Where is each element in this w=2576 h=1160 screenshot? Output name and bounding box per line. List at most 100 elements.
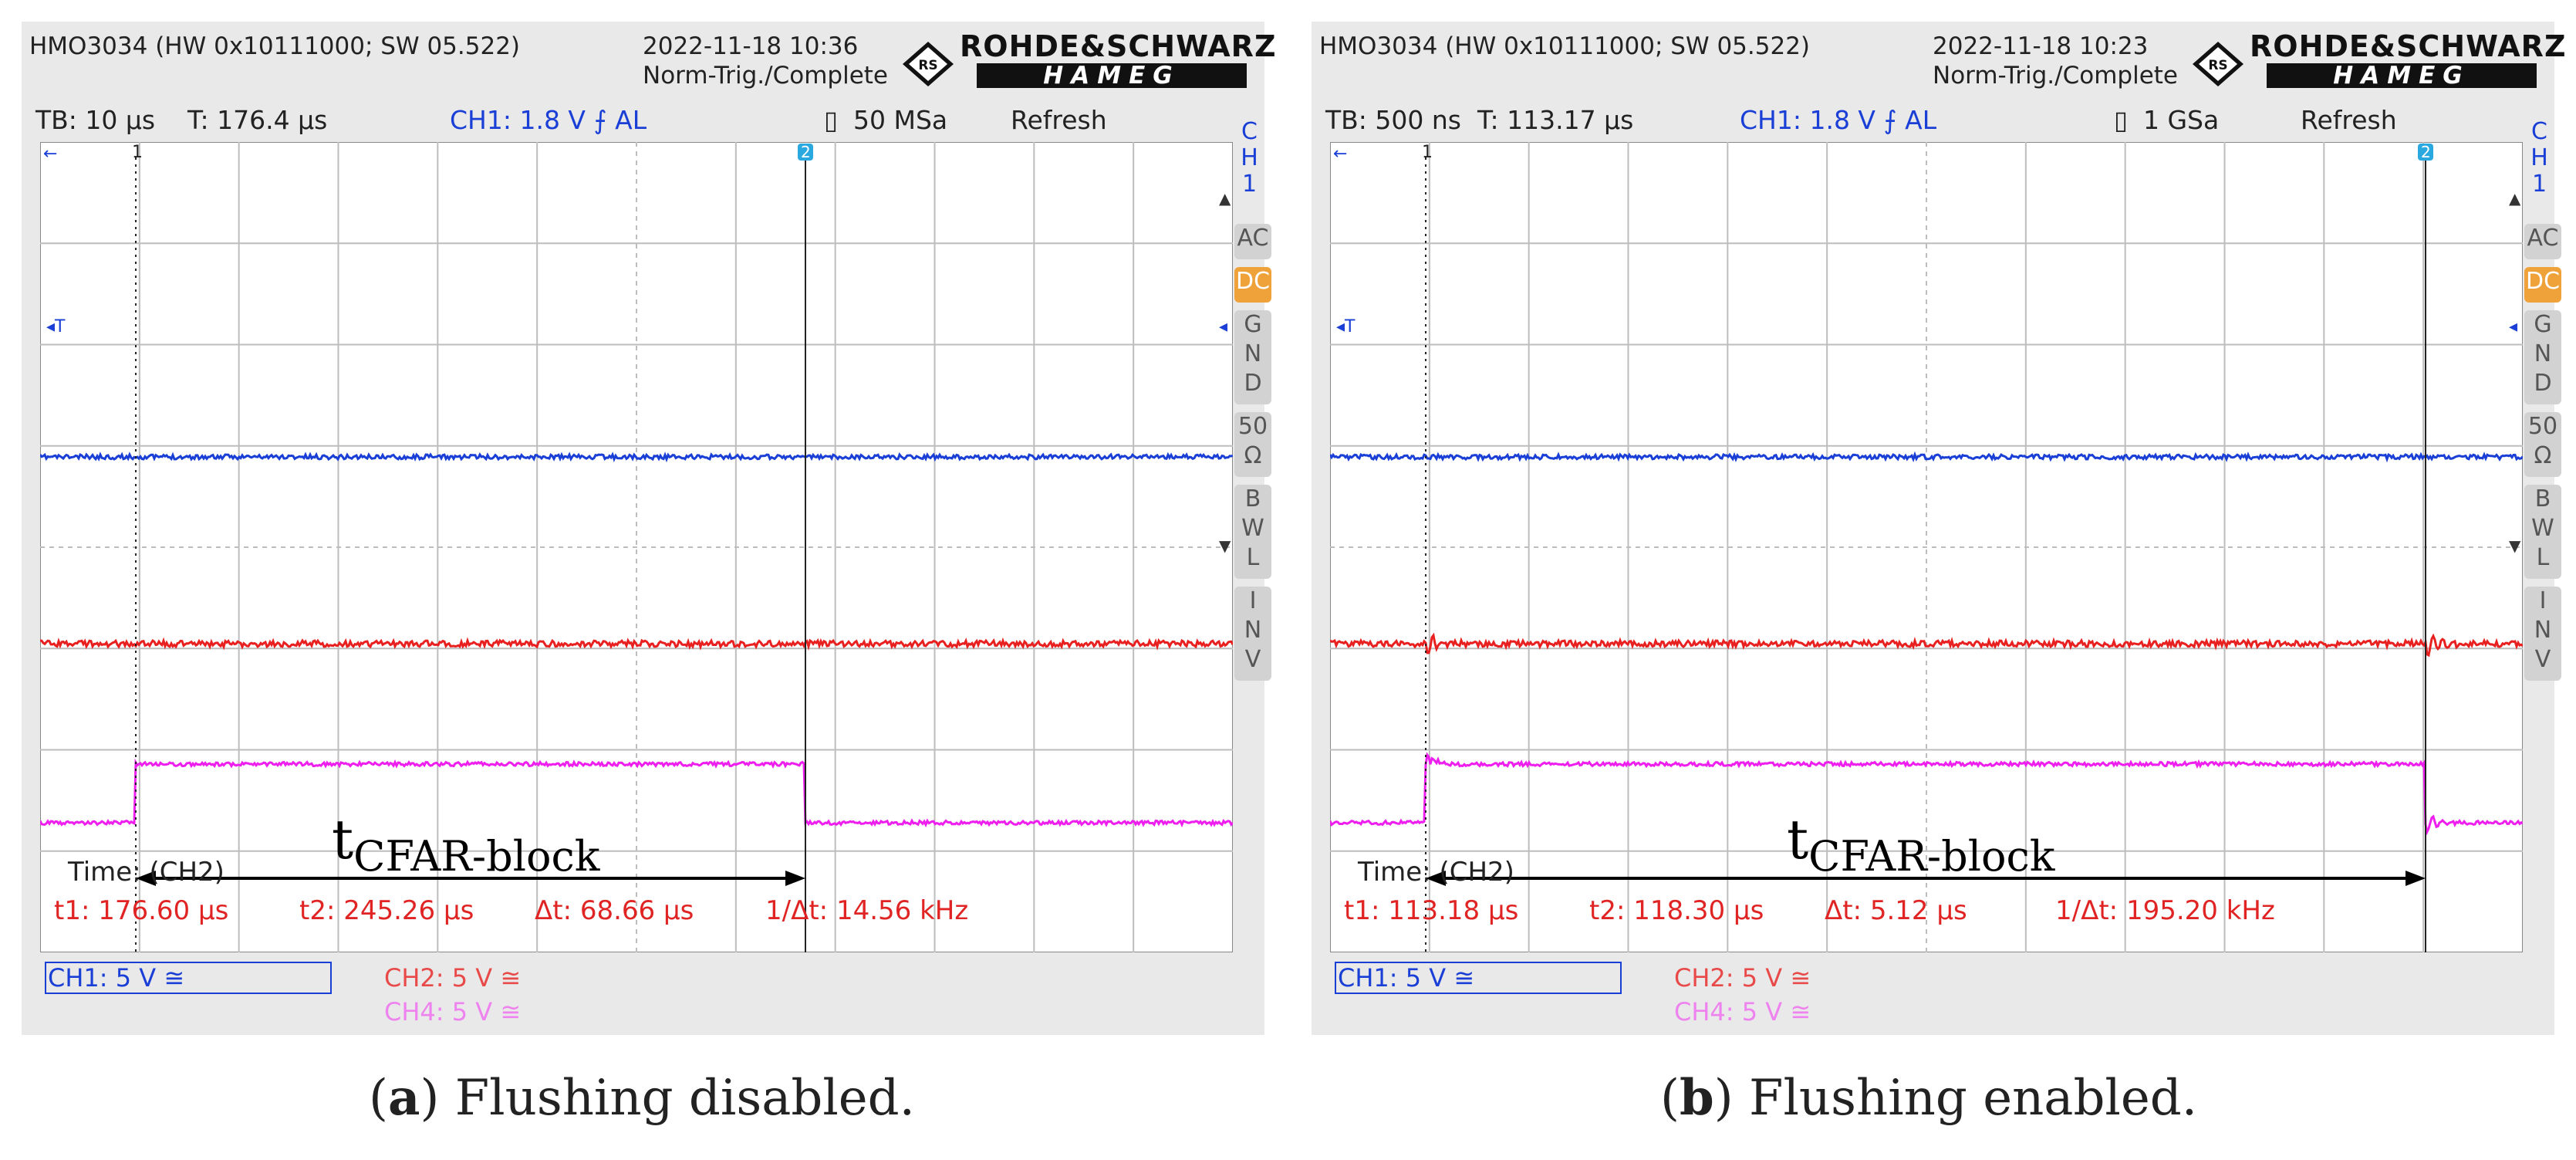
waveform-display[interactable]: ←◂T◂▲▼12412tCFAR-block [40, 142, 1233, 952]
trigger-time[interactable]: T: 113.17 µs [1477, 105, 1634, 135]
brand-name: ROHDE&SCHWARZ [960, 29, 1277, 63]
offscreen-up-icon: ▲ [2509, 189, 2521, 208]
brand-sub: HAMEG [977, 63, 1247, 88]
offscreen-up-icon: ▲ [1219, 189, 1231, 208]
ch4-scale[interactable]: CH4: 5 V ≅ [384, 997, 522, 1026]
caption-text: Flushing disabled. [439, 1070, 915, 1127]
ch1-trigger-setting[interactable]: CH1: 1.8 V ⨍ AL [1740, 105, 1937, 135]
trigger-level-marker: ◂T [1336, 317, 1356, 337]
trigger-time[interactable]: T: 176.4 µs [187, 105, 328, 135]
caption-text: Flushing enabled. [1733, 1070, 2198, 1127]
status-row: TB: 10 µs T: 176.4 µs CH1: 1.8 V ⨍ AL ▯ … [22, 105, 1210, 137]
channel-status-bar: CH1: 5 V ≅ CH2: 5 V ≅ CH4: 5 V ≅ [22, 957, 1264, 1035]
cursor-2-label: 2 [2421, 143, 2431, 161]
ch4-waveform [1330, 752, 2523, 836]
cursor-t2: t2: 118.30 µs [1589, 895, 1764, 926]
acquire-icon: ▯ [2114, 105, 2129, 135]
cursor-delta-t: Δt: 5.12 µs [1825, 895, 1967, 926]
rs-diamond-icon: RS [2193, 42, 2243, 86]
caption-letter: b [1679, 1069, 1714, 1127]
svg-text:RS: RS [2208, 58, 2227, 73]
side-menu-button[interactable]: 50 Ω [1234, 412, 1271, 477]
trigger-status: Norm-Trig./Complete [643, 62, 889, 90]
ch1-waveform [40, 451, 1233, 463]
ch2-scale[interactable]: CH2: 5 V ≅ [384, 963, 522, 993]
ch2-waveform [40, 637, 1233, 651]
arrow-head-right-icon [2406, 871, 2426, 886]
side-menu-button[interactable]: AC [1234, 224, 1271, 259]
cursor-inverse-delta-t: 1/Δt: 195.20 kHz [2055, 895, 2275, 926]
caption-a: (a) Flushing disabled. [369, 1069, 915, 1127]
side-menu-button[interactable]: AC [2524, 224, 2561, 259]
cursor-t1: t1: 176.60 µs [54, 895, 229, 926]
offscreen-down-icon: ▼ [1219, 536, 1231, 555]
trigger-right-marker: ◂ [2509, 317, 2517, 337]
cursor-t1: t1: 113.18 µs [1344, 895, 1519, 926]
cursor-1-label: 1 [1422, 143, 1433, 162]
duration-annotation: tCFAR-block [1787, 808, 2056, 881]
status-row: TB: 500 ns T: 113.17 µs CH1: 1.8 V ⨍ AL … [1312, 105, 2500, 137]
brand-logo: RS ROHDE&SCHWARZ HAMEG [2191, 29, 2566, 91]
measure-time-label: Time: (CH2) [68, 857, 225, 888]
trigger-status: Norm-Trig./Complete [1933, 62, 2179, 90]
refresh-mode[interactable]: Refresh [2301, 105, 2397, 135]
cursor-2-tag [798, 144, 813, 161]
side-menu-button[interactable]: DC [1234, 267, 1271, 303]
refresh-mode[interactable]: Refresh [1011, 105, 1107, 135]
arrow-head-right-icon [785, 871, 805, 886]
ch1-trigger-setting[interactable]: CH1: 1.8 V ⨍ AL [450, 105, 647, 135]
oscilloscope-screen: HMO3034 (HW 0x10111000; SW 05.522) 2022-… [22, 22, 1276, 1035]
cursor-t2: t2: 245.26 µs [299, 895, 474, 926]
timebase[interactable]: TB: 500 ns [1325, 105, 1461, 135]
cursor-2-tag [2418, 144, 2433, 161]
measure-time-label: Time: (CH2) [1358, 857, 1514, 888]
timebase[interactable]: TB: 10 µs [35, 105, 156, 135]
ch4-waveform [40, 758, 1233, 828]
caption-b: (b) Flushing enabled. [1660, 1069, 2198, 1127]
ch1-waveform [1330, 451, 2523, 463]
side-menu-button[interactable]: 50 Ω [2524, 412, 2561, 477]
ch2-scale[interactable]: CH2: 5 V ≅ [1674, 963, 1811, 993]
brand-name: ROHDE&SCHWARZ [2250, 29, 2567, 63]
cursor-inverse-delta-t: 1/Δt: 14.56 kHz [765, 895, 969, 926]
offscreen-down-icon: ▼ [2509, 536, 2521, 555]
waveform-display[interactable]: ←◂T◂▲▼12412tCFAR-block [1330, 142, 2523, 952]
caption-letter: a [387, 1069, 420, 1127]
duration-annotation: tCFAR-block [332, 808, 601, 881]
side-menu-button[interactable]: DC [2524, 267, 2561, 303]
cursor-delta-t: Δt: 68.66 µs [535, 895, 694, 926]
capture-datetime: 2022-11-18 10:36 [643, 32, 859, 60]
device-model: HMO3034 (HW 0x10111000; SW 05.522) [1319, 32, 1811, 60]
device-model: HMO3034 (HW 0x10111000; SW 05.522) [29, 32, 521, 60]
sample-rate: 1 GSa [2143, 105, 2220, 135]
trigger-level-marker: ◂T [46, 317, 66, 337]
sample-rate: 50 MSa [853, 105, 948, 135]
ch2-waveform [1330, 632, 2523, 658]
ch1-scale[interactable]: CH1: 5 V ≅ [45, 962, 332, 994]
scope-panel-a: HMO3034 (HW 0x10111000; SW 05.522) 2022-… [22, 22, 1276, 1035]
cursor-1-label: 1 [132, 143, 143, 162]
arrow-head-left-icon [136, 871, 156, 886]
rs-diamond-icon: RS [903, 42, 954, 86]
ch1-scale[interactable]: CH1: 5 V ≅ [1335, 962, 1622, 994]
scroll-left-icon: ← [1333, 144, 1347, 164]
scope-panel-b: HMO3034 (HW 0x10111000; SW 05.522) 2022-… [1312, 22, 2566, 1035]
svg-text:RS: RS [918, 58, 937, 73]
channel-status-bar: CH1: 5 V ≅ CH2: 5 V ≅ CH4: 5 V ≅ [1312, 957, 2554, 1035]
trigger-right-marker: ◂ [1219, 317, 1227, 337]
oscilloscope-screen: HMO3034 (HW 0x10111000; SW 05.522) 2022-… [1312, 22, 2566, 1035]
capture-datetime: 2022-11-18 10:23 [1933, 32, 2149, 60]
arrow-head-left-icon [1426, 871, 1446, 886]
ch4-scale[interactable]: CH4: 5 V ≅ [1674, 997, 1811, 1026]
scroll-left-icon: ← [43, 144, 57, 164]
